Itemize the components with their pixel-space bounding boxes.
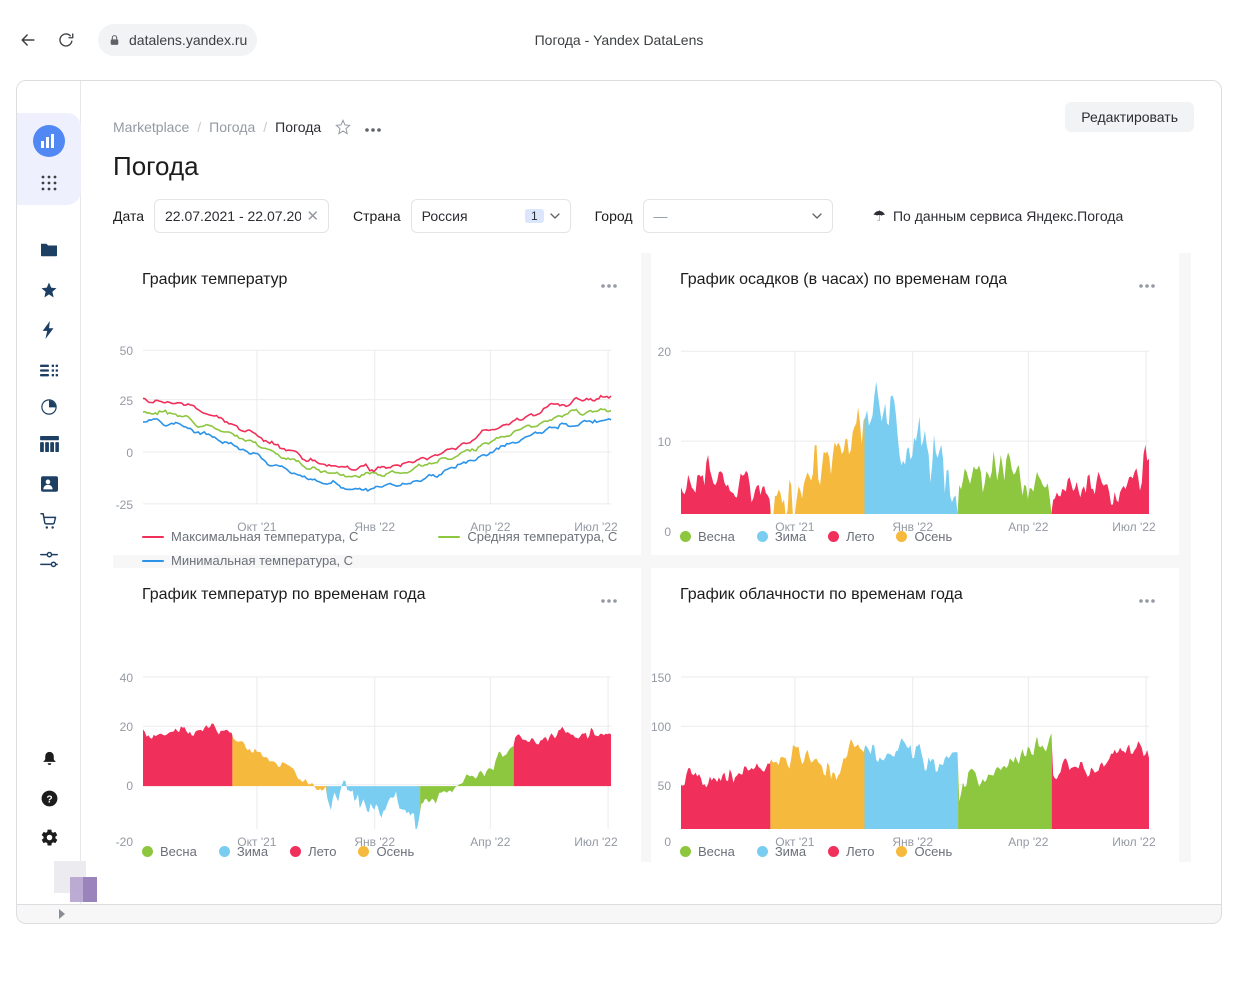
svg-text:?: ? [46, 794, 52, 805]
